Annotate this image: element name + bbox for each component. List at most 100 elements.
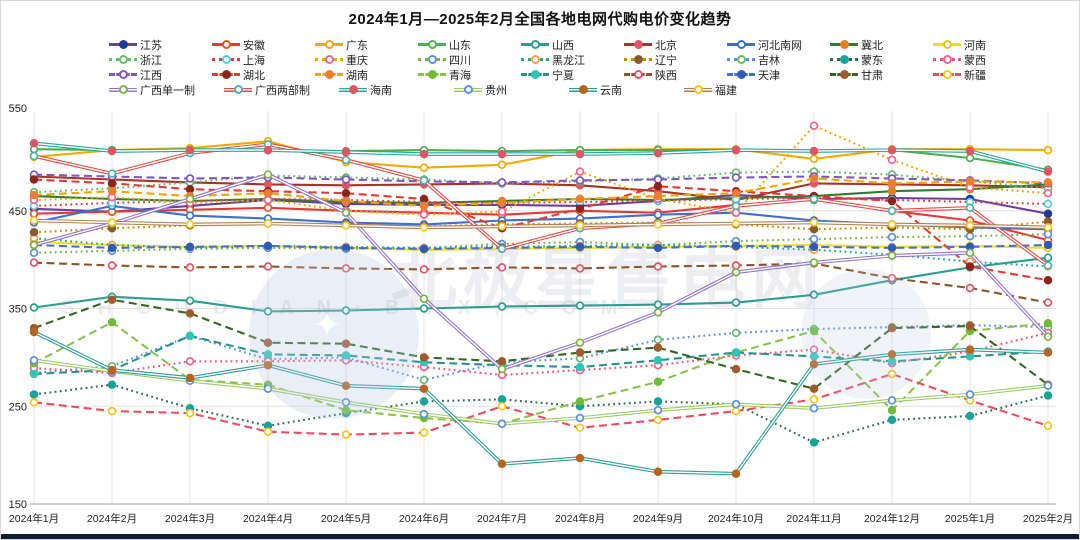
legend-item-天津[interactable]: 天津 — [727, 67, 830, 83]
data-point — [185, 220, 195, 229]
data-point — [419, 194, 429, 204]
legend-item-江苏[interactable]: 江苏 — [109, 37, 212, 53]
legend-item-广东[interactable]: 广东 — [315, 37, 418, 53]
legend-item-湖南[interactable]: 湖南 — [315, 67, 418, 83]
data-point — [107, 365, 117, 375]
data-point — [29, 390, 39, 399]
data-point — [731, 469, 741, 478]
legend-label: 天津 — [758, 69, 780, 82]
legend-line-sample — [315, 55, 343, 64]
legend-marker-icon — [234, 85, 243, 94]
data-point — [887, 232, 897, 242]
data-point — [185, 145, 195, 155]
legend-marker-icon — [464, 85, 473, 94]
legend-marker-icon — [428, 40, 437, 49]
data-point — [809, 345, 819, 354]
legend-marker-icon — [222, 70, 231, 79]
data-point — [497, 419, 507, 429]
legend-line-sample — [727, 40, 755, 49]
legend-line-sample — [418, 55, 446, 64]
data-point — [341, 147, 351, 157]
legend-item-山东[interactable]: 山东 — [418, 37, 521, 53]
legend-item-辽宁[interactable]: 辽宁 — [624, 52, 727, 68]
legend-label: 山东 — [449, 39, 471, 52]
data-point — [263, 360, 273, 370]
legend-line-sample — [830, 55, 858, 64]
legend-item-贵州[interactable]: 贵州 — [454, 82, 569, 98]
legend-row-2: 浙江 上海 重庆 四川 黑龙江 辽宁 吉林 蒙东 蒙西 — [109, 52, 1069, 67]
series-重庆 — [29, 121, 1053, 219]
legend-item-陕西[interactable]: 陕西 — [624, 67, 727, 83]
legend-item-黑龙江[interactable]: 黑龙江 — [521, 52, 624, 68]
legend-item-北京[interactable]: 北京 — [624, 37, 727, 53]
legend-item-重庆[interactable]: 重庆 — [315, 52, 418, 68]
legend-line-sample — [727, 55, 755, 64]
data-point — [965, 352, 975, 361]
data-point — [185, 357, 195, 366]
data-point — [887, 350, 897, 359]
data-point — [419, 149, 429, 159]
data-point — [887, 179, 897, 188]
legend-label: 辽宁 — [655, 54, 677, 67]
data-point — [185, 331, 195, 341]
data-point — [965, 153, 975, 163]
legend-marker-icon — [119, 40, 128, 49]
data-point — [419, 294, 429, 303]
legend-item-山西[interactable]: 山西 — [521, 37, 624, 53]
data-point — [575, 264, 585, 273]
chart-title: 2024年1月—2025年2月全国各地电网代购电价变化趋势 — [348, 11, 732, 28]
svg-text:2024年1月: 2024年1月 — [9, 512, 59, 525]
legend-item-蒙东[interactable]: 蒙东 — [830, 52, 933, 68]
legend-label: 云南 — [600, 84, 622, 97]
gridlines — [30, 111, 1056, 505]
legend-item-蒙西[interactable]: 蒙西 — [933, 52, 1036, 68]
data-point — [809, 403, 819, 413]
legend-line-sample — [109, 85, 137, 94]
data-point — [497, 402, 507, 411]
data-point — [29, 356, 39, 365]
data-point — [263, 262, 273, 271]
legend-item-云南[interactable]: 云南 — [569, 82, 684, 98]
legend-item-广西单一制[interactable]: 广西单一制 — [109, 82, 224, 98]
legend-line-sample — [624, 70, 652, 79]
legend-line-sample — [212, 70, 240, 79]
data-point — [497, 263, 507, 272]
legend-item-宁夏[interactable]: 宁夏 — [521, 67, 624, 83]
legend-item-四川[interactable]: 四川 — [418, 52, 521, 68]
legend-item-上海[interactable]: 上海 — [212, 52, 315, 68]
svg-text:450: 450 — [9, 206, 27, 218]
legend-item-浙江[interactable]: 浙江 — [109, 52, 212, 68]
data-point — [341, 339, 351, 348]
data-point — [341, 243, 351, 253]
legend-item-河北南网[interactable]: 河北南网 — [727, 37, 830, 53]
legend-item-青海[interactable]: 青海 — [418, 67, 521, 83]
legend-item-新疆[interactable]: 新疆 — [933, 67, 1036, 83]
data-point — [497, 198, 507, 208]
data-point — [107, 261, 117, 270]
legend-label: 湖南 — [346, 69, 368, 82]
data-point — [419, 353, 429, 362]
data-point — [575, 423, 585, 433]
legend-label: 冀北 — [861, 39, 883, 52]
data-point — [731, 364, 741, 374]
svg-text:350: 350 — [9, 304, 27, 316]
series-云南 — [29, 327, 1053, 478]
legend-item-湖北[interactable]: 湖北 — [212, 67, 315, 83]
data-point — [575, 338, 585, 347]
legend-item-冀北[interactable]: 冀北 — [830, 37, 933, 53]
data-point — [731, 241, 741, 251]
legend-item-河南[interactable]: 河南 — [933, 37, 1036, 53]
legend-item-甘肃[interactable]: 甘肃 — [830, 67, 933, 83]
legend-item-海南[interactable]: 海南 — [339, 82, 454, 98]
data-point — [887, 273, 897, 283]
legend-item-安徽[interactable]: 安徽 — [212, 37, 315, 53]
data-point — [965, 221, 975, 230]
svg-text:2024年10月: 2024年10月 — [708, 512, 764, 525]
legend-item-吉林[interactable]: 吉林 — [727, 52, 830, 68]
legend-item-福建[interactable]: 福建 — [684, 82, 799, 98]
legend-marker-icon — [119, 85, 128, 94]
legend-label: 黑龙江 — [552, 54, 585, 67]
legend-item-江西[interactable]: 江西 — [109, 67, 212, 83]
legend-item-广西两部制[interactable]: 广西两部制 — [224, 82, 339, 98]
